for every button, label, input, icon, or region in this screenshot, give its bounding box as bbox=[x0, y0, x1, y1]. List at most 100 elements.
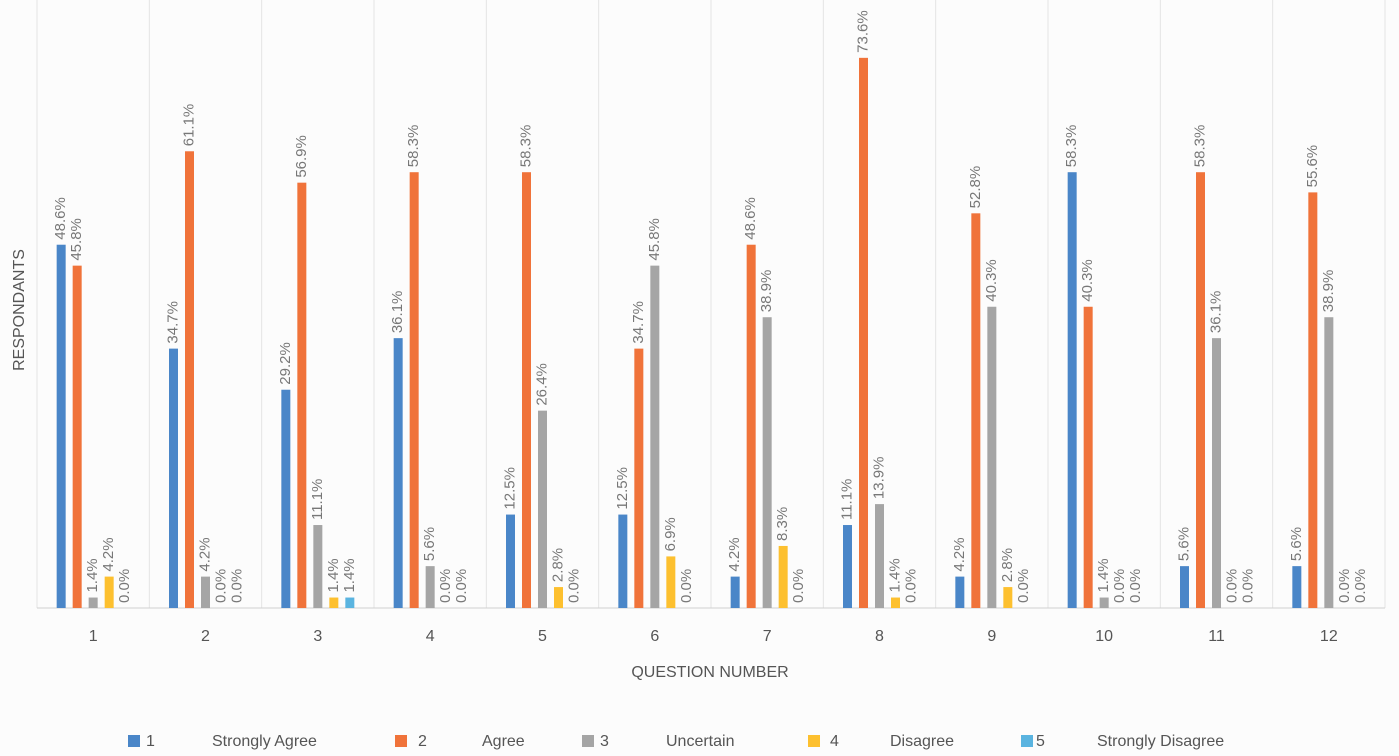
legend-description: Strongly Disagree bbox=[1097, 733, 1224, 750]
data-label: 58.3% bbox=[517, 125, 534, 168]
data-label: 0.0% bbox=[1239, 569, 1256, 603]
bar bbox=[409, 172, 419, 608]
legend-label: 5 bbox=[1036, 733, 1045, 750]
data-label: 5.6% bbox=[1288, 527, 1305, 561]
bar bbox=[522, 172, 531, 608]
data-label: 40.3% bbox=[983, 259, 1000, 302]
bar bbox=[859, 57, 868, 608]
data-label: 0.0% bbox=[1336, 569, 1353, 603]
data-label: 34.7% bbox=[164, 301, 181, 344]
data-label: 52.8% bbox=[967, 166, 984, 209]
legend-swatch bbox=[395, 735, 407, 747]
data-label: 1.4% bbox=[1095, 558, 1112, 592]
bar bbox=[88, 597, 98, 608]
bar bbox=[506, 514, 515, 608]
bar bbox=[1099, 597, 1109, 608]
data-label: 12.5% bbox=[614, 467, 631, 510]
bar bbox=[281, 389, 291, 608]
data-label: 0.0% bbox=[678, 569, 695, 603]
data-label: 12.5% bbox=[501, 467, 518, 510]
bar bbox=[104, 576, 114, 608]
bar bbox=[618, 514, 628, 608]
data-label: 5.6% bbox=[421, 527, 438, 561]
data-label: 0.0% bbox=[902, 569, 919, 603]
data-label: 11.1% bbox=[309, 479, 326, 520]
legend-swatch bbox=[128, 735, 140, 747]
bar bbox=[891, 597, 900, 608]
bar bbox=[201, 576, 210, 608]
data-label: 73.6% bbox=[854, 10, 871, 53]
data-label: 13.9% bbox=[870, 457, 887, 500]
x-tick-label: 12 bbox=[1320, 628, 1338, 645]
bar bbox=[1196, 172, 1205, 608]
bar bbox=[1083, 306, 1093, 608]
data-label: 0.0% bbox=[1015, 569, 1032, 603]
data-label: 26.4% bbox=[533, 363, 550, 406]
bar bbox=[297, 182, 307, 609]
bar bbox=[72, 265, 82, 608]
x-tick-label: 1 bbox=[89, 628, 98, 645]
bar bbox=[1308, 192, 1318, 608]
data-label: 0.0% bbox=[1127, 569, 1144, 603]
bar bbox=[1324, 317, 1334, 608]
data-label: 4.2% bbox=[726, 537, 743, 571]
legend-description: Agree bbox=[482, 733, 525, 750]
bar bbox=[987, 306, 997, 608]
bar bbox=[1180, 566, 1189, 608]
data-label: 0.0% bbox=[1352, 569, 1369, 603]
data-label: 6.9% bbox=[662, 517, 679, 551]
x-tick-label: 2 bbox=[201, 628, 210, 645]
x-tick-label: 10 bbox=[1095, 628, 1113, 645]
data-label: 8.3% bbox=[774, 507, 791, 541]
data-label: 4.2% bbox=[951, 537, 968, 571]
data-label: 38.9% bbox=[1320, 270, 1337, 313]
bar bbox=[1212, 338, 1221, 608]
data-label: 0.0% bbox=[116, 569, 133, 603]
data-label: 4.2% bbox=[100, 537, 117, 571]
data-label: 2.8% bbox=[549, 548, 566, 582]
x-tick-label: 8 bbox=[875, 628, 884, 645]
data-label: 1.4% bbox=[325, 558, 342, 592]
data-label: 0.0% bbox=[790, 569, 807, 603]
data-label: 0.0% bbox=[437, 569, 454, 603]
data-label: 40.3% bbox=[1079, 259, 1096, 302]
data-label: 34.7% bbox=[630, 301, 647, 344]
bar bbox=[762, 317, 772, 608]
data-label: 58.3% bbox=[1063, 125, 1080, 168]
legend-description: Strongly Agree bbox=[212, 733, 317, 750]
data-label: 0.0% bbox=[1223, 569, 1240, 603]
data-label: 11.1% bbox=[838, 479, 855, 520]
data-label: 29.2% bbox=[277, 342, 294, 385]
data-label: 4.2% bbox=[196, 537, 213, 571]
bar bbox=[169, 348, 178, 608]
data-label: 1.4% bbox=[341, 558, 358, 592]
x-tick-label: 6 bbox=[650, 628, 659, 645]
data-label: 56.9% bbox=[293, 135, 310, 178]
y-axis-title: RESPONDANTS bbox=[11, 249, 28, 371]
legend-swatch bbox=[808, 735, 820, 747]
bar bbox=[56, 244, 66, 608]
bar bbox=[185, 151, 194, 608]
data-label: 45.8% bbox=[68, 218, 85, 261]
legend-swatch bbox=[1021, 735, 1033, 747]
bar bbox=[329, 597, 339, 608]
bar bbox=[843, 525, 852, 608]
data-label: 58.3% bbox=[1191, 125, 1208, 168]
data-label: 0.0% bbox=[228, 569, 245, 603]
bar bbox=[425, 566, 435, 608]
bar bbox=[345, 597, 355, 608]
bar bbox=[666, 556, 676, 608]
data-label: 58.3% bbox=[405, 125, 422, 168]
legend-label: 1 bbox=[146, 733, 155, 750]
x-tick-label: 7 bbox=[763, 628, 772, 645]
bar bbox=[730, 576, 740, 608]
bar bbox=[1067, 172, 1077, 608]
data-label: 48.6% bbox=[742, 197, 759, 240]
x-axis-title: QUESTION NUMBER bbox=[631, 664, 788, 681]
legend-description: Disagree bbox=[890, 733, 954, 750]
data-label: 36.1% bbox=[1207, 291, 1224, 334]
legend-label: 4 bbox=[830, 733, 839, 750]
bar bbox=[955, 576, 965, 608]
x-tick-label: 9 bbox=[987, 628, 996, 645]
